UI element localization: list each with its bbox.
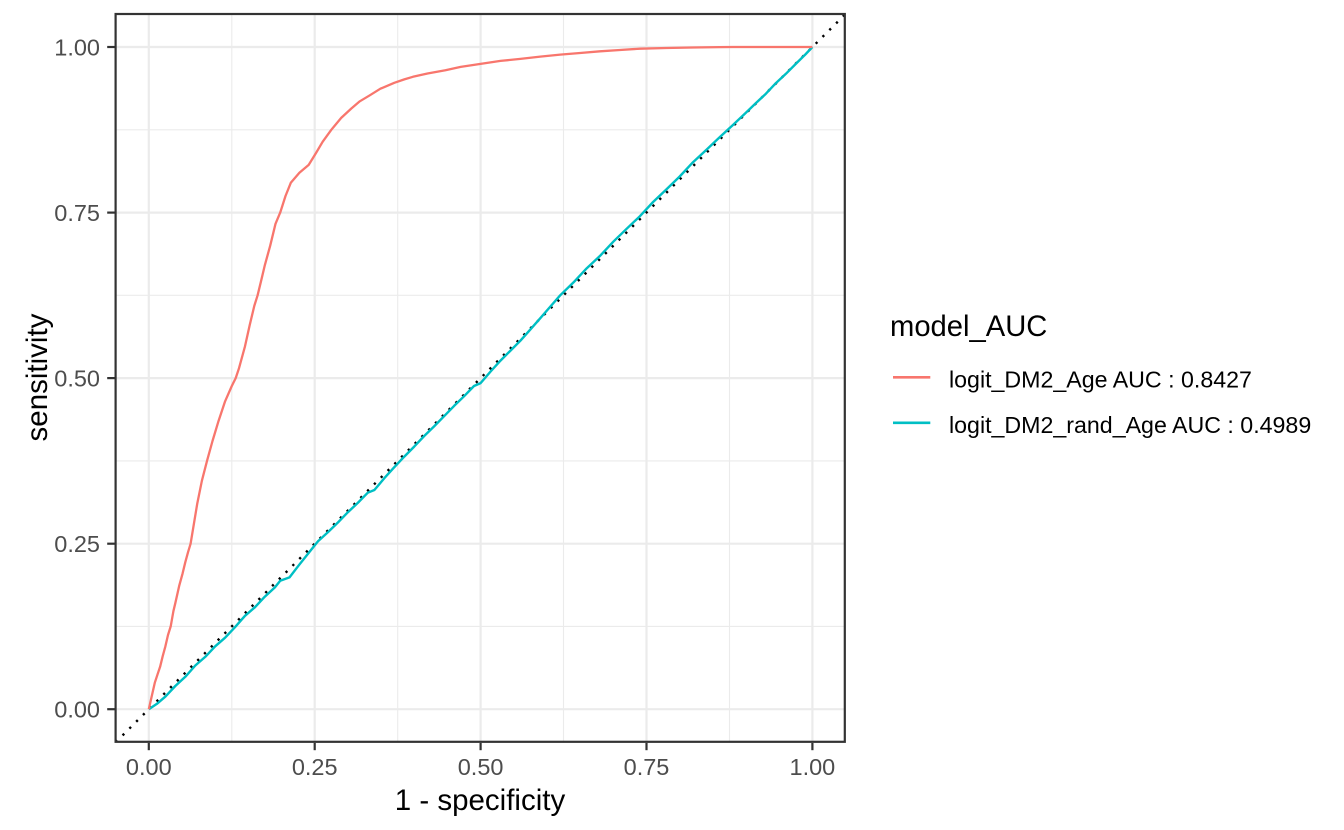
svg-text:0.25: 0.25 xyxy=(54,531,100,557)
svg-text:1.00: 1.00 xyxy=(790,754,836,780)
svg-text:sensitivity: sensitivity xyxy=(21,313,54,441)
svg-text:0.00: 0.00 xyxy=(54,697,100,723)
svg-text:1 - specificity: 1 - specificity xyxy=(395,784,566,817)
svg-text:0.50: 0.50 xyxy=(54,366,100,392)
svg-text:model_AUC: model_AUC xyxy=(890,311,1047,343)
svg-text:0.25: 0.25 xyxy=(292,754,338,780)
svg-text:0.75: 0.75 xyxy=(624,754,670,780)
svg-text:0.00: 0.00 xyxy=(126,754,172,780)
svg-text:0.50: 0.50 xyxy=(458,754,504,780)
svg-text:0.75: 0.75 xyxy=(54,200,100,226)
svg-text:logit_DM2_Age AUC : 0.8427: logit_DM2_Age AUC : 0.8427 xyxy=(949,366,1252,392)
svg-text:logit_DM2_rand_Age AUC : 0.498: logit_DM2_rand_Age AUC : 0.4989 xyxy=(949,412,1311,438)
svg-text:1.00: 1.00 xyxy=(54,34,100,60)
